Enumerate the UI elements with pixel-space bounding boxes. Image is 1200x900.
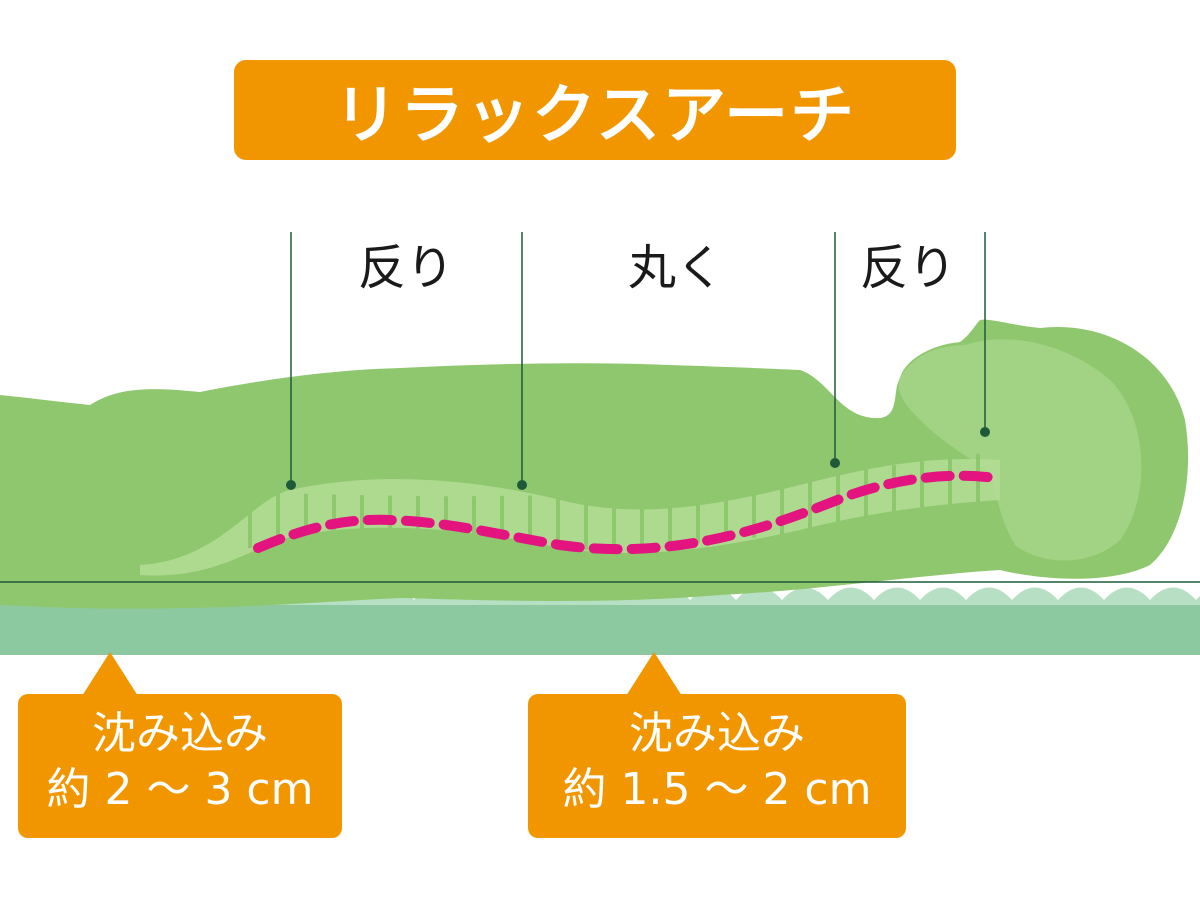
title-banner: リラックスアーチ xyxy=(234,60,956,160)
title-text: リラックスアーチ xyxy=(333,79,857,153)
guide-dot-3 xyxy=(830,458,840,468)
label-left-arch: 反り xyxy=(358,240,455,296)
spine-vertebrae xyxy=(140,459,1000,576)
callout-right: 沈み込み 約 1.5 〜 2 cm xyxy=(528,652,906,838)
guide-dot-2 xyxy=(517,480,527,490)
callout-right-pointer xyxy=(626,652,682,696)
callout-left-pointer xyxy=(82,652,138,696)
head-shading xyxy=(898,339,1142,561)
callout-right-line1: 沈み込み xyxy=(629,708,805,759)
guide-dot-4 xyxy=(980,427,990,437)
mattress-base xyxy=(0,600,1200,655)
callout-right-line2: 約 1.5 〜 2 cm xyxy=(562,764,872,815)
label-right-arch: 反り xyxy=(860,240,957,296)
callout-left-line1: 沈み込み xyxy=(92,708,268,759)
guide-dots xyxy=(286,427,990,490)
guide-dot-1 xyxy=(286,480,296,490)
callout-left-line2: 約 2 〜 3 cm xyxy=(46,764,314,815)
guide-lines xyxy=(290,232,986,484)
spine-curve xyxy=(253,470,1000,555)
label-middle-round: 丸く xyxy=(628,240,725,296)
callout-left: 沈み込み 約 2 〜 3 cm xyxy=(18,652,342,838)
